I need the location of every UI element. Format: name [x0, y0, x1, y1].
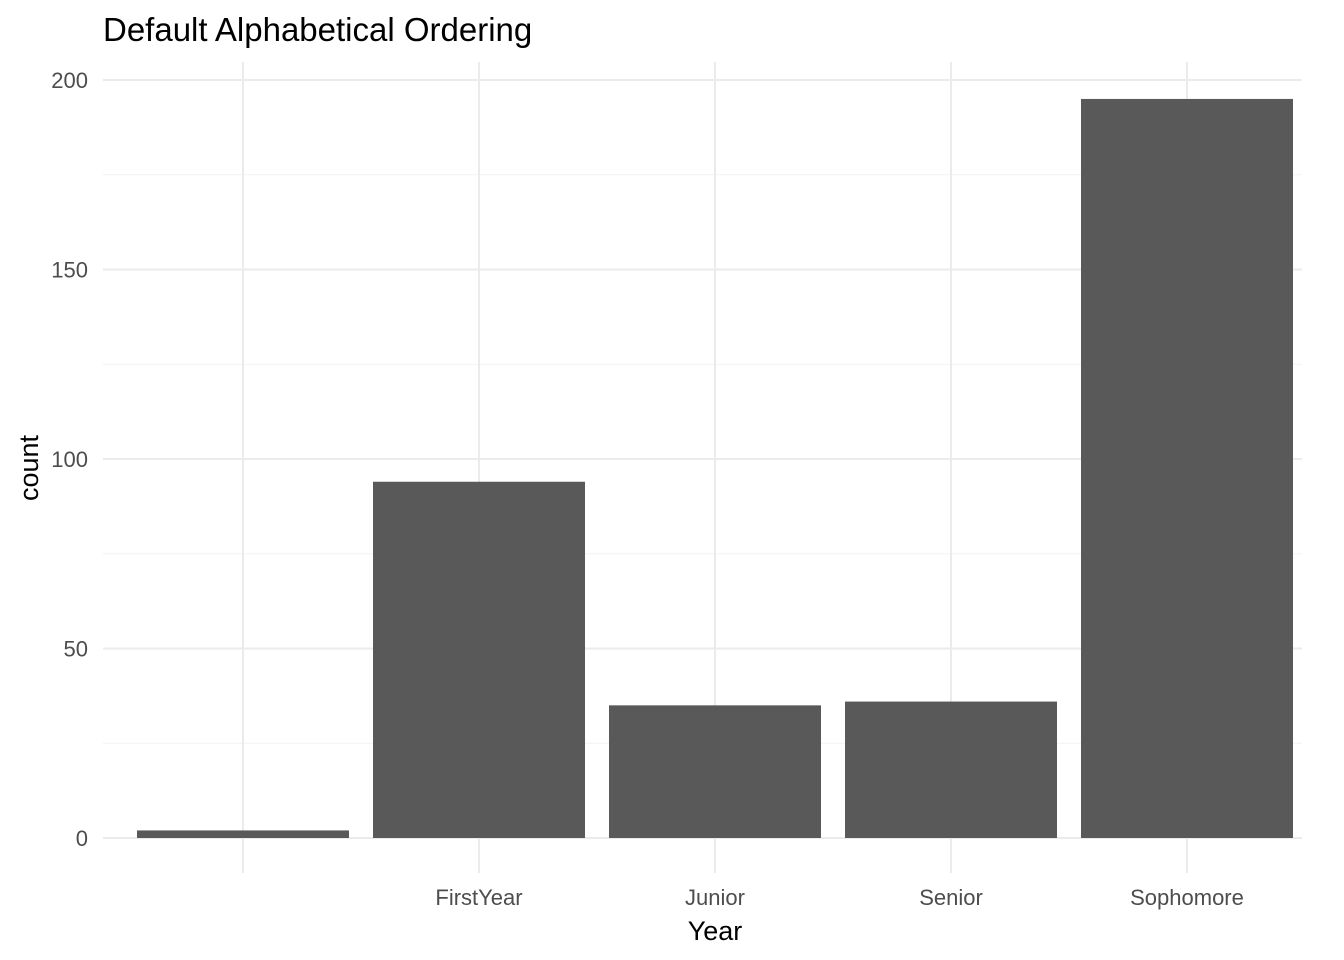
y-axis-ticks: 0 50 100 150 200	[51, 68, 88, 851]
y-tick-label: 150	[51, 258, 88, 283]
x-tick-label: Sophomore	[1130, 885, 1244, 910]
x-axis-title: Year	[688, 916, 743, 946]
y-tick-label: 100	[51, 447, 88, 472]
bar-junior	[609, 705, 821, 838]
y-axis-title: count	[14, 434, 44, 501]
y-tick-label: 200	[51, 68, 88, 93]
chart-title: Default Alphabetical Ordering	[103, 11, 532, 48]
bar-sophomore	[1081, 98, 1293, 838]
bar-blank	[137, 830, 349, 838]
x-tick-label: Junior	[685, 885, 745, 910]
bar-layer	[137, 98, 1293, 838]
bar-senior	[845, 701, 1057, 838]
x-tick-label: FirstYear	[435, 885, 522, 910]
y-tick-label: 50	[64, 637, 88, 662]
x-axis-ticks: FirstYear Junior Senior Sophomore	[435, 885, 1243, 910]
y-tick-label: 0	[76, 826, 88, 851]
x-tick-label: Senior	[919, 885, 983, 910]
bar-firstyear	[373, 481, 585, 838]
